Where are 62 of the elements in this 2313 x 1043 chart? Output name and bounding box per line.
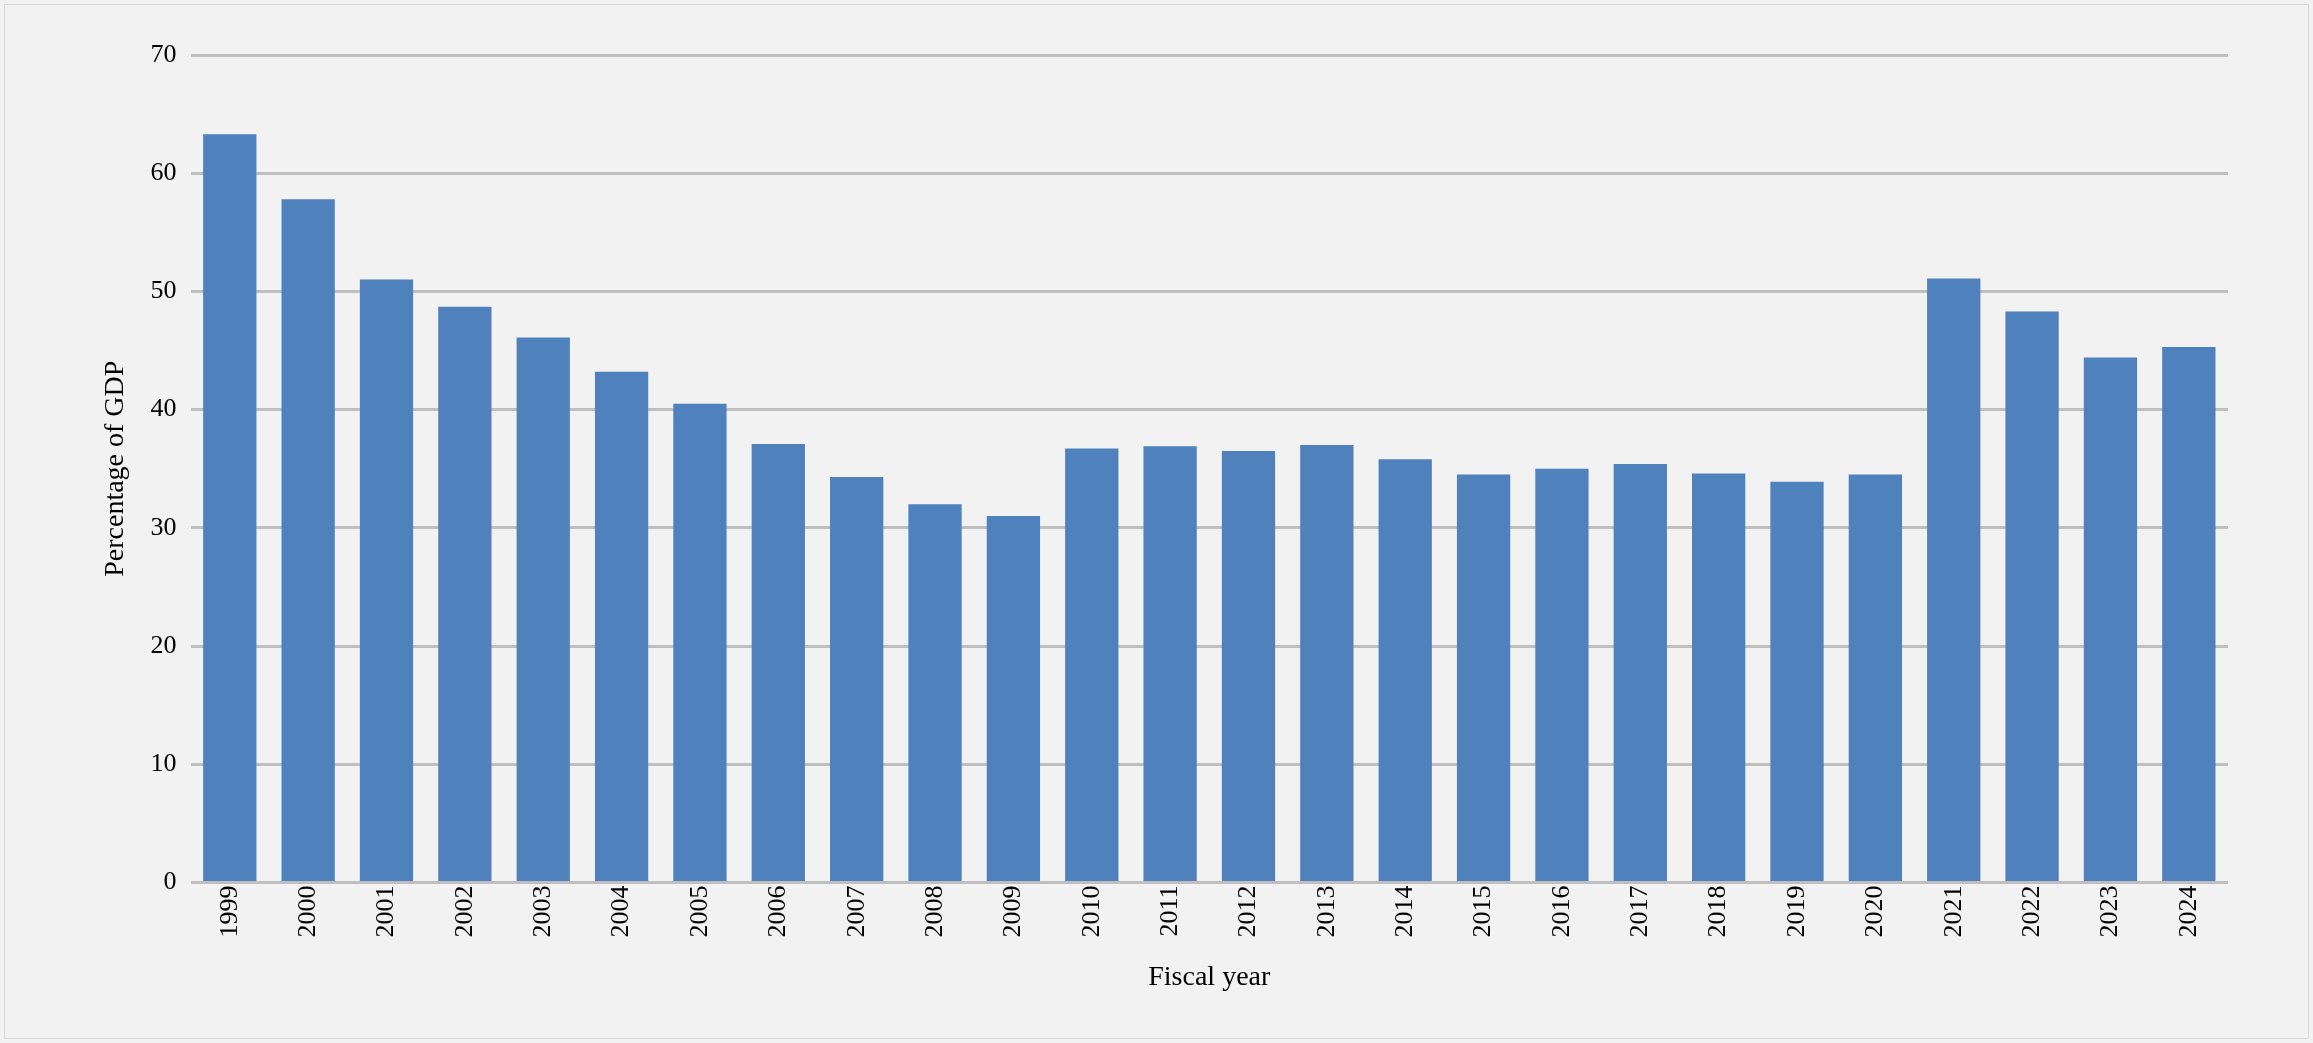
bar [1613, 463, 1667, 881]
bar [1770, 481, 1824, 881]
x-tick-label: 2000 [291, 885, 321, 938]
y-tick-label: 30 [150, 511, 177, 541]
bar [2083, 357, 2138, 881]
bar [830, 476, 884, 881]
x-tick-label: 2012 [1232, 885, 1262, 938]
bar [594, 371, 649, 881]
x-tick-label: 2016 [1545, 885, 1575, 938]
x-tick-label: 2024 [2172, 885, 2202, 938]
x-tick-label: 1999 [213, 885, 243, 938]
x-tick-label: 2001 [370, 885, 400, 938]
x-tick-label: 2023 [2094, 885, 2124, 938]
x-tick-label: 2022 [2015, 885, 2045, 938]
x-tick-label: 2010 [1075, 885, 1105, 938]
x-tick-label: 2013 [1310, 885, 1340, 938]
y-tick-label: 40 [150, 393, 177, 423]
x-axis-title: Fiscal year [1148, 959, 1272, 991]
bar [986, 515, 1041, 881]
y-tick-label: 20 [150, 629, 177, 659]
bar [1143, 446, 1197, 881]
x-tick-label: 2020 [1859, 885, 1889, 938]
bar [203, 134, 257, 881]
x-tick-label: 2011 [1153, 885, 1183, 937]
bar [1927, 278, 1981, 881]
bar [1456, 474, 1511, 881]
bar [908, 504, 962, 881]
x-tick-label: 2003 [527, 885, 557, 938]
y-tick-label: 10 [150, 748, 177, 778]
y-tick-label: 60 [150, 157, 177, 187]
bar [1221, 450, 1276, 881]
x-tick-label: 2006 [762, 885, 792, 938]
y-tick-label: 50 [150, 275, 177, 305]
y-tick-label: 70 [150, 38, 177, 68]
bar [1692, 473, 1746, 881]
x-tick-label: 2008 [918, 885, 948, 938]
x-tick-label: 2021 [1937, 885, 1967, 938]
bar [1378, 459, 1432, 881]
y-axis-title: Percentage of GDP [98, 360, 130, 577]
x-tick-label: 2014 [1389, 885, 1419, 938]
x-tick-label: 2007 [840, 885, 870, 938]
bar [1848, 474, 1903, 881]
bar [751, 443, 805, 881]
bar [2005, 311, 2059, 881]
x-tick-label: 2009 [997, 885, 1027, 938]
bar [516, 337, 570, 881]
x-tick-label: 2005 [683, 885, 713, 938]
bar [281, 199, 335, 881]
bar [1065, 448, 1119, 881]
bar [1300, 445, 1354, 881]
x-tick-label: 2017 [1624, 885, 1654, 938]
x-tick-label: 2019 [1780, 885, 1810, 938]
x-tick-label: 2002 [448, 885, 478, 938]
bar [359, 279, 414, 881]
bar [1535, 468, 1589, 881]
bar [2162, 346, 2216, 881]
bar [673, 403, 727, 881]
x-tick-label: 2015 [1467, 885, 1497, 938]
x-tick-label: 2004 [605, 885, 635, 938]
x-tick-label: 2018 [1702, 885, 1732, 938]
y-tick-label: 0 [163, 866, 177, 896]
bar [438, 306, 492, 881]
